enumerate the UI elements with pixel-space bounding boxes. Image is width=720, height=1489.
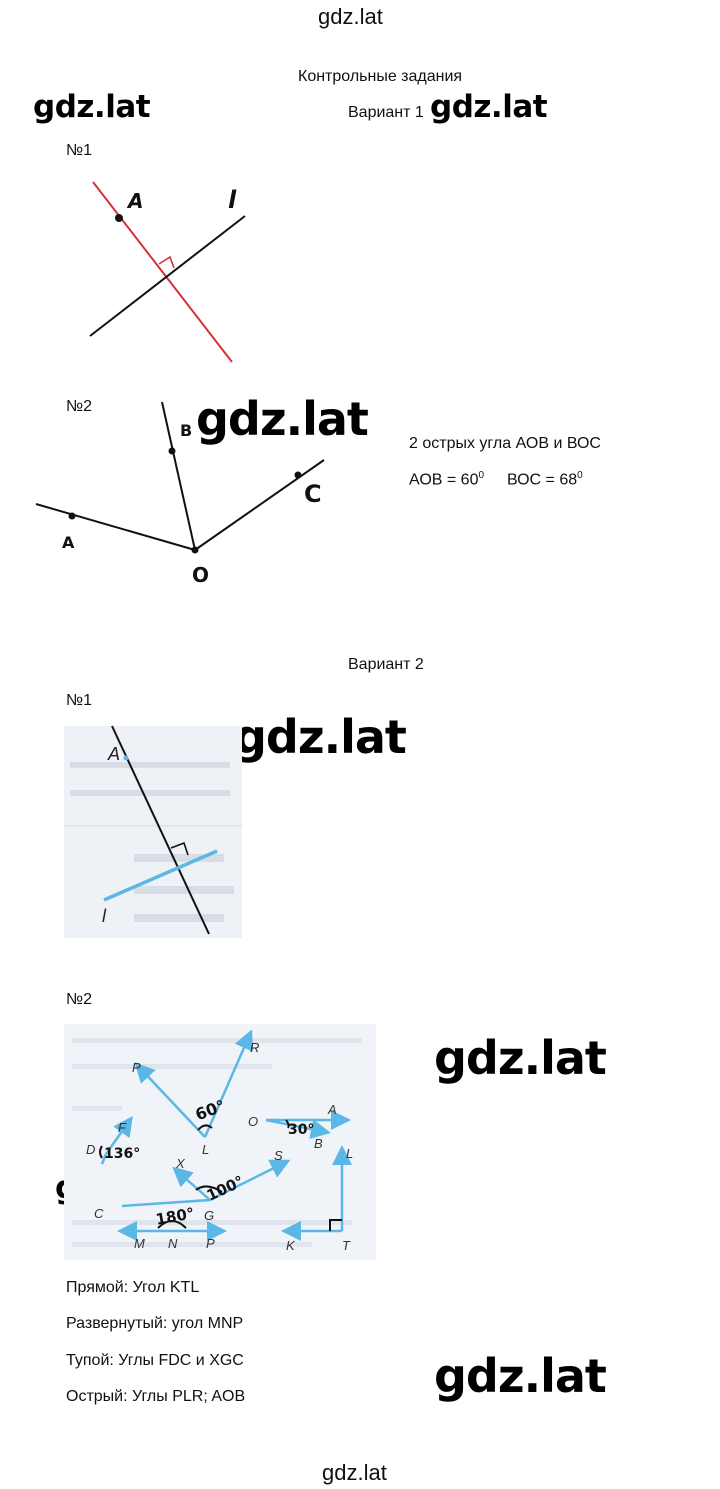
site-header: gdz.lat [318,4,383,29]
ray-gx [172,1166,211,1201]
label-b: B [180,421,192,440]
label-o: O [192,563,209,587]
watermark: gdz.lat [434,1349,607,1403]
ray-ob [161,401,196,551]
right-angle-mark [158,255,175,269]
angles-figure: A B C O [35,401,325,587]
arc-180 [157,1220,187,1229]
degree-mark: 0 [577,470,583,481]
watermark: gdz.lat [33,89,151,125]
label-k: K [286,1238,296,1253]
label-a: A [327,1102,337,1117]
label-a: A [107,744,120,764]
aob-value: АОВ = 60 [409,471,479,489]
point-c [294,471,302,479]
point-o [191,546,199,554]
label-c: C [304,480,322,508]
label-f: F [118,1120,127,1135]
ray-ob [265,1118,331,1139]
point-a [123,755,129,761]
task-number: №2 [66,398,93,415]
perpendicular-figure: A l [89,181,246,363]
angles-figure-2: 60° 30° 136° 100° 180° P R L F D O A B L… [86,1029,353,1253]
answer-right: Прямой: Угол KTL [66,1279,200,1296]
label-p: P [132,1060,141,1075]
task-number: №1 [66,692,93,709]
ray-oa [35,503,196,551]
task-number: №1 [66,142,93,159]
mark-180: 180° [154,1204,195,1228]
watermark: gdz.lat [196,392,369,446]
label-g: G [204,1208,214,1223]
answer-line-2: АОВ = 600 ВОС = 680 [409,470,583,489]
answer-acute: Острый: Углы PLR; AOB [66,1388,246,1405]
label-x: X [175,1156,186,1171]
arc-30 [285,1119,290,1129]
degree-mark: 0 [478,470,485,481]
ray-lr [203,1029,254,1138]
label-d: D [86,1142,95,1157]
mark-30: 30° [288,1122,314,1138]
answer-line-1: 2 острых угла АОВ и ВОС [409,435,601,452]
right-angle-mark [170,841,189,856]
label-t: T [342,1238,351,1253]
ray-lp [134,1062,206,1138]
watermark: gdz.lat [430,89,548,125]
label-o: O [248,1114,258,1129]
label-r: R [250,1040,259,1055]
ray-gs [209,1159,291,1202]
label-c: C [94,1206,104,1221]
label-m: M [134,1236,145,1251]
line-l [89,215,246,337]
arc-100 [195,1185,223,1193]
line-l [103,849,218,902]
boc-value: ВОС = 68 [506,471,578,489]
arc-136 [99,1145,103,1159]
site-footer: gdz.lat [322,1460,387,1485]
label-b: B [314,1136,323,1151]
label-p2: P [206,1236,215,1251]
mark-136: 136° [104,1146,140,1162]
mark-60: 60° [193,1096,228,1124]
label-a: A [62,533,75,552]
label-s: S [274,1148,283,1163]
right-angle-mark [329,1219,342,1231]
perpendicular-line [92,181,233,363]
mark-100: 100° [204,1172,247,1205]
variant1-label: Вариант 1 [348,104,424,121]
answer-straight: Развернутый: угол MNP [66,1315,244,1332]
label-l: l [102,906,107,926]
ray-gc [121,1198,211,1208]
perpendicular-figure-2: A l [102,725,218,935]
label-l1: L [202,1142,209,1157]
answer-obtuse: Тупой: Углы FDC и XGC [66,1352,244,1369]
arc-60 [197,1124,213,1131]
watermark: gdz.lat [234,710,407,764]
textbook-photo [64,726,242,938]
page-title: Контрольные задания [298,68,463,85]
watermark: gdz.lat [434,1031,607,1085]
label-l2: L [346,1146,353,1161]
ray-oc [194,459,325,551]
point-a [115,214,123,222]
point-b [168,447,176,455]
line-a [111,725,210,935]
variant2-label: Вариант 2 [348,656,424,673]
task-number: №2 [66,991,93,1008]
ray-dc [100,1153,108,1165]
point-a [68,512,76,520]
ray-df [104,1115,133,1155]
point-a-label: A [126,189,143,213]
line-l-label: l [228,186,237,214]
label-n: N [168,1236,178,1251]
